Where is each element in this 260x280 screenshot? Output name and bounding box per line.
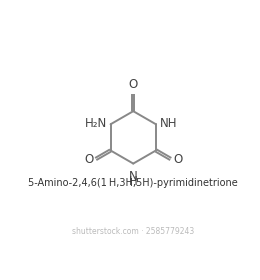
Text: H: H: [129, 175, 138, 188]
Text: 5-Amino-2,4,6(1 H,3H,5H)-pyrimidinetrione: 5-Amino-2,4,6(1 H,3H,5H)-pyrimidinetrion…: [28, 178, 238, 188]
Text: H₂N: H₂N: [85, 117, 107, 130]
Text: O: O: [84, 153, 93, 165]
Text: shutterstock.com · 2585779243: shutterstock.com · 2585779243: [72, 227, 194, 235]
Text: NH: NH: [160, 117, 178, 130]
Text: N: N: [129, 170, 138, 183]
Text: O: O: [129, 78, 138, 92]
Text: O: O: [173, 153, 183, 165]
